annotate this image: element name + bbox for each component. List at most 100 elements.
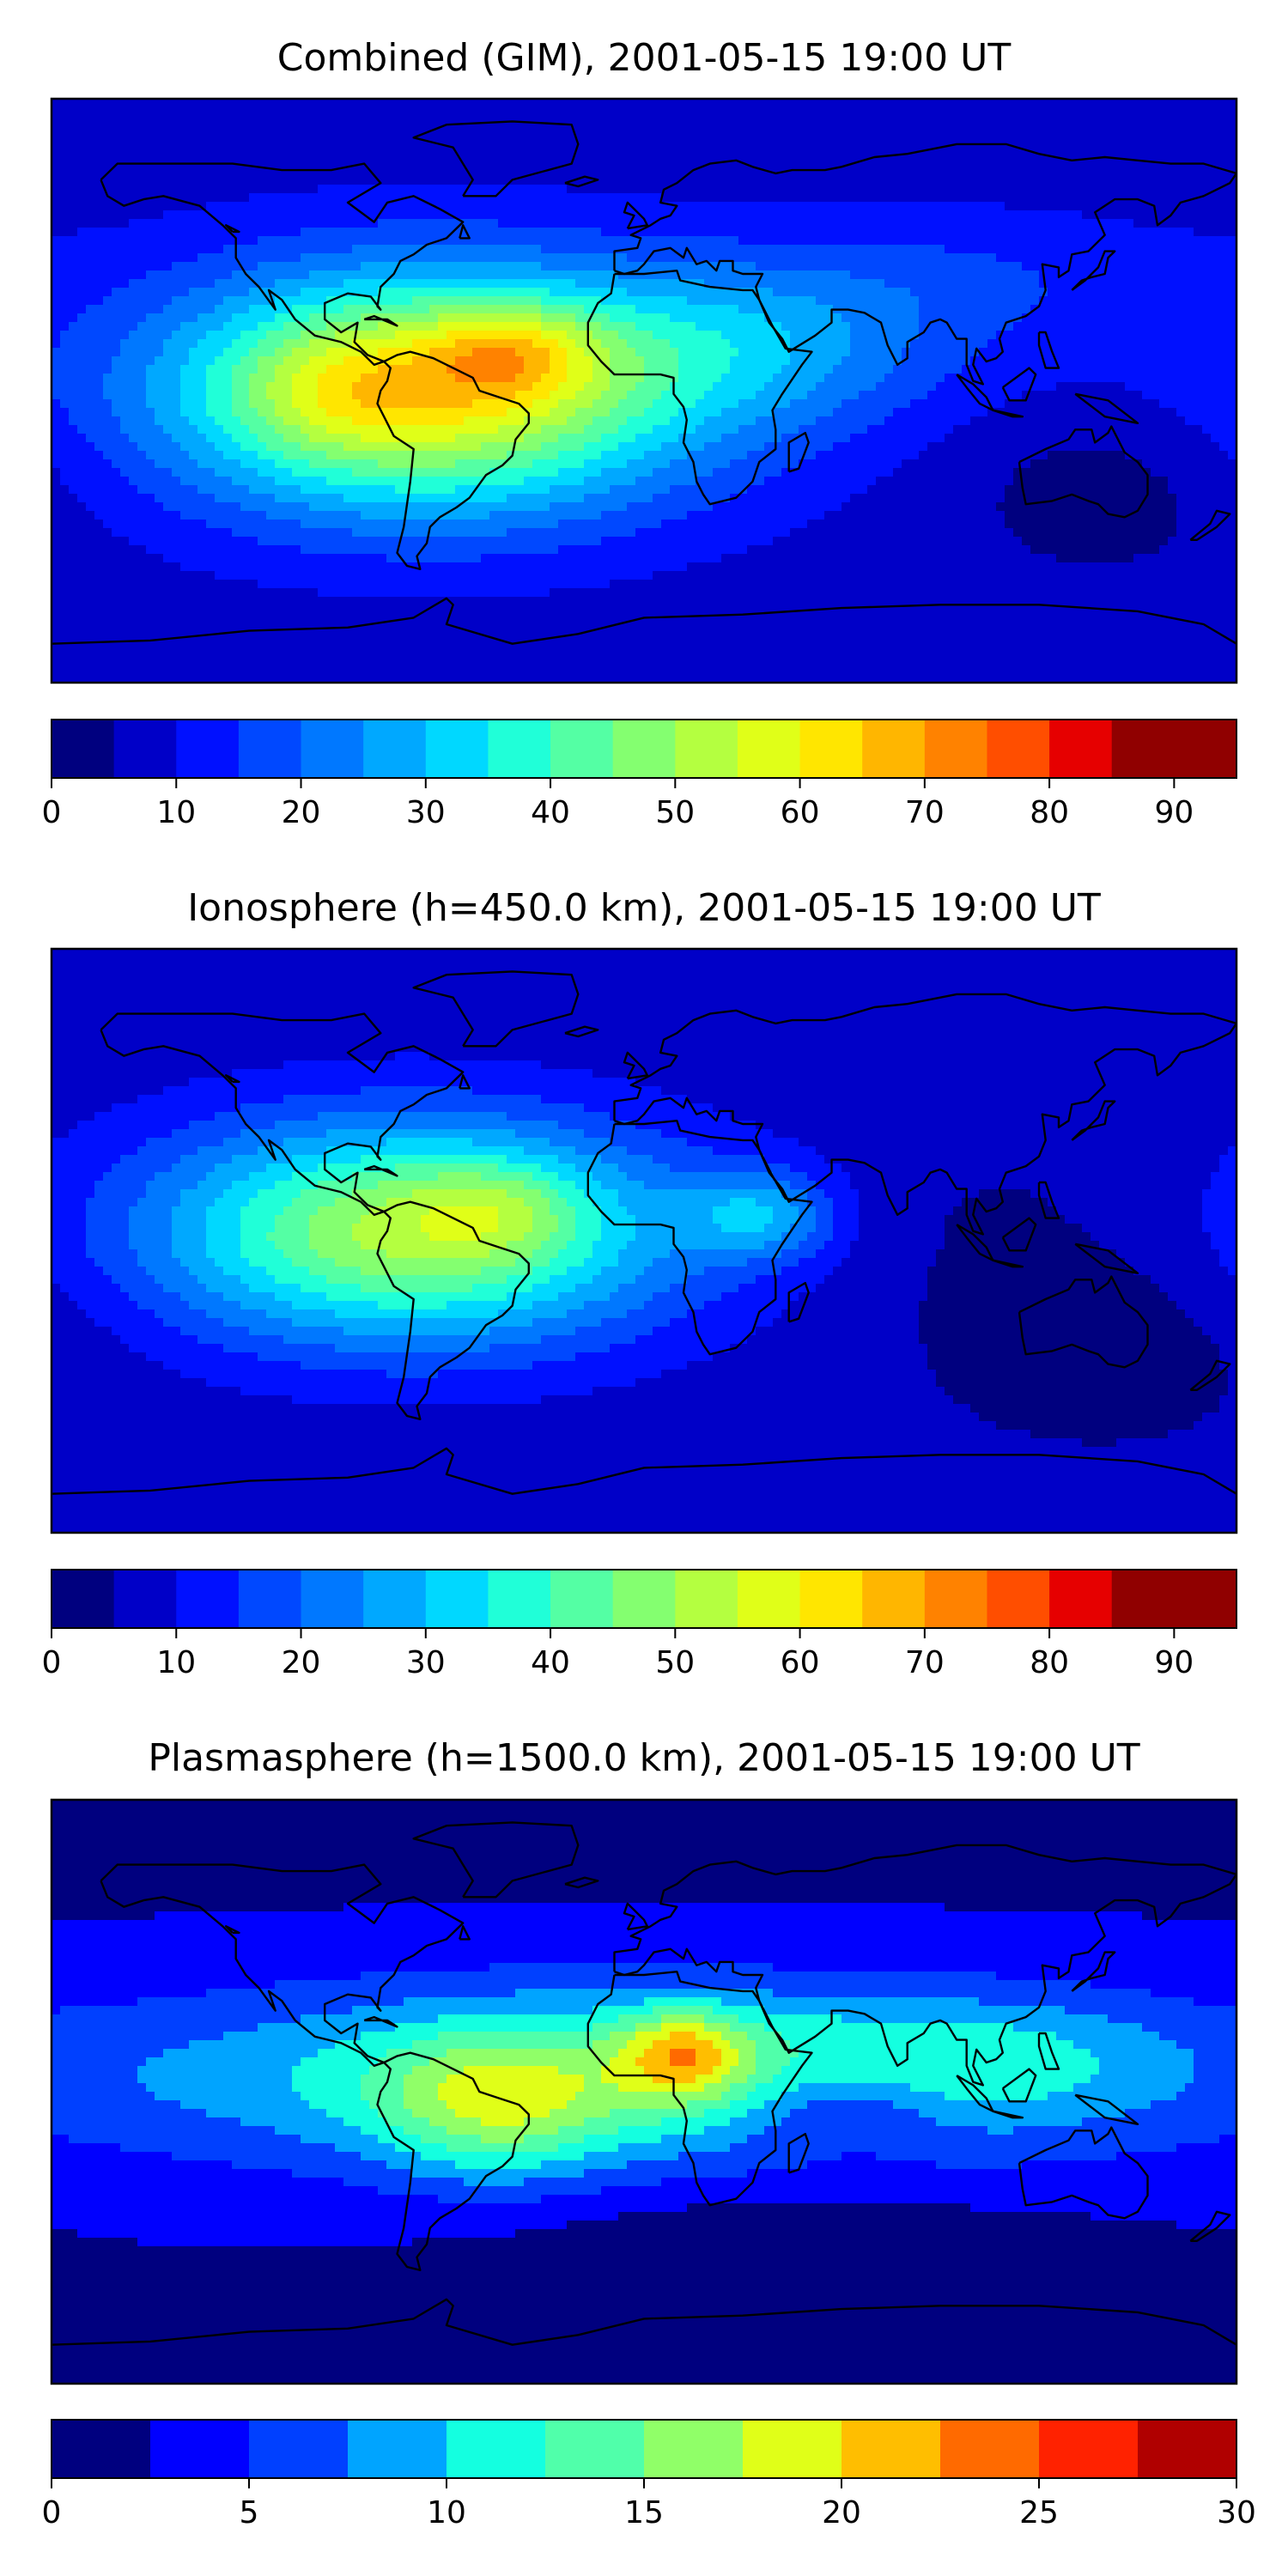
field-cell	[816, 313, 825, 323]
field-cell	[1211, 262, 1220, 271]
field-cell	[859, 391, 868, 400]
field-cell	[421, 219, 430, 228]
field-cell	[773, 245, 782, 254]
field-cell	[172, 167, 181, 177]
field-cell	[266, 107, 276, 117]
field-cell	[1211, 125, 1220, 134]
field-cell	[610, 279, 619, 289]
field-cell	[1082, 305, 1091, 314]
field-cell	[189, 374, 198, 383]
field-cell	[1219, 296, 1229, 306]
field-cell	[1022, 391, 1031, 400]
field-cell	[464, 322, 473, 331]
field-cell	[447, 107, 456, 117]
field-cell	[1099, 356, 1109, 366]
field-cell	[137, 125, 147, 134]
field-cell	[893, 245, 902, 254]
field-cell	[678, 374, 688, 383]
field-cell	[352, 228, 361, 237]
field-cell	[635, 116, 645, 125]
field-cell	[764, 159, 774, 168]
field-cell	[541, 193, 550, 203]
field-cell	[704, 219, 714, 228]
field-cell	[927, 150, 937, 160]
field-cell	[601, 176, 611, 185]
field-cell	[1202, 374, 1212, 383]
field-cell	[670, 322, 679, 331]
field-cell	[738, 279, 748, 289]
field-cell	[489, 185, 499, 194]
field-cell	[1133, 296, 1143, 306]
field-cell	[155, 99, 164, 108]
field-cell	[266, 313, 276, 323]
field-cell	[361, 288, 370, 297]
field-cell	[756, 142, 765, 151]
field-cell	[816, 339, 825, 349]
field-cell	[69, 399, 78, 409]
field-cell	[103, 322, 112, 331]
field-cell	[146, 339, 155, 349]
field-cell	[541, 305, 550, 314]
field-cell	[1022, 313, 1031, 323]
field-cell	[438, 116, 447, 125]
field-cell	[283, 408, 293, 417]
field-cell	[292, 399, 301, 409]
field-cell	[515, 365, 525, 374]
field-cell	[970, 125, 980, 134]
field-cell	[618, 356, 628, 366]
field-cell	[884, 176, 894, 185]
field-cell	[112, 142, 121, 151]
field-cell	[1082, 107, 1091, 117]
field-cell	[60, 339, 70, 349]
field-cell	[369, 365, 379, 374]
field-cell	[910, 253, 920, 263]
field-cell	[738, 150, 748, 160]
field-cell	[824, 142, 834, 151]
field-cell	[962, 365, 971, 374]
field-cell	[627, 150, 636, 160]
field-cell	[1073, 228, 1083, 237]
field-cell	[635, 150, 645, 160]
field-cell	[335, 210, 344, 220]
field-cell	[481, 176, 490, 185]
field-cell	[412, 288, 422, 297]
field-cell	[945, 279, 954, 289]
field-cell	[1091, 339, 1100, 349]
field-cell	[129, 305, 138, 314]
field-cell	[1005, 107, 1014, 117]
field-cell	[292, 202, 301, 211]
field-cell	[893, 313, 902, 323]
field-cell	[326, 133, 336, 143]
field-cell	[876, 339, 885, 349]
field-cell	[1005, 399, 1014, 409]
field-cell	[215, 305, 224, 314]
field-cell	[283, 391, 293, 400]
field-cell	[1013, 331, 1023, 340]
field-cell	[867, 142, 877, 151]
field-cell	[962, 399, 971, 409]
field-cell	[532, 305, 542, 314]
field-cell	[713, 236, 722, 246]
field-cell	[644, 193, 653, 203]
field-cell	[696, 356, 705, 366]
field-cell	[447, 365, 456, 374]
field-cell	[936, 288, 945, 297]
field-cell	[429, 348, 439, 357]
field-cell	[507, 262, 516, 271]
field-cell	[910, 185, 920, 194]
field-cell	[1116, 193, 1126, 203]
field-cell	[1211, 374, 1220, 383]
field-cell	[893, 348, 902, 357]
field-cell	[240, 202, 250, 211]
field-cell	[507, 107, 516, 117]
field-cell	[1005, 133, 1014, 143]
field-cell	[94, 296, 104, 306]
field-cell	[841, 142, 851, 151]
field-cell	[206, 167, 216, 177]
field-cell	[429, 99, 439, 108]
field-cell	[120, 245, 130, 254]
field-cell	[799, 193, 808, 203]
field-cell	[893, 296, 902, 306]
field-cell	[550, 382, 559, 392]
field-cell	[163, 262, 173, 271]
